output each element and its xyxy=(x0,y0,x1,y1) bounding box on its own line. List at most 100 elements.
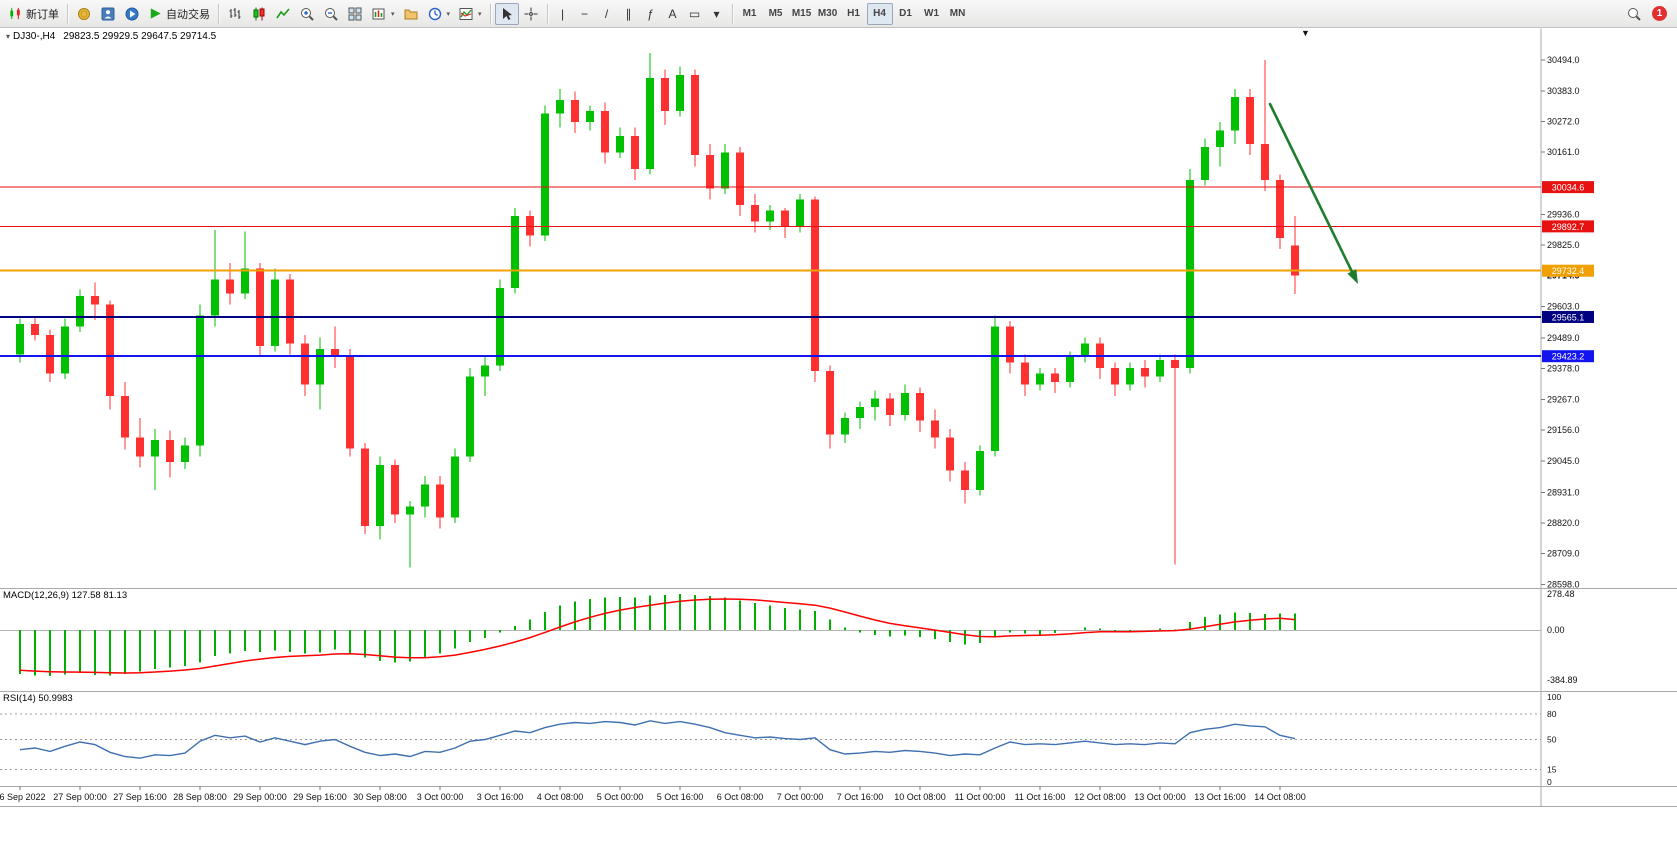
price-axis-label: 29603.0 xyxy=(1547,301,1580,311)
zoom-out-icon xyxy=(325,7,338,21)
time-axis-label: 7 Oct 00:00 xyxy=(777,792,824,802)
arrow-annotation[interactable] xyxy=(1268,102,1358,284)
horizontal-line-tool[interactable]: − xyxy=(574,3,596,25)
chart-menu-arrow[interactable]: ▼ xyxy=(1301,28,1310,38)
time-axis-label: 11 Oct 00:00 xyxy=(955,792,1006,802)
fibonacci-tool[interactable]: ƒ xyxy=(640,3,662,25)
navigator-button[interactable] xyxy=(120,3,144,25)
rsi-scale-label: 50 xyxy=(1547,735,1557,745)
rsi-line xyxy=(19,720,1296,759)
time-axis-label: 26 Sep 2022 xyxy=(0,792,46,802)
timeframe-m1[interactable]: M1 xyxy=(737,3,763,25)
line-chart-button[interactable] xyxy=(271,3,295,25)
timeframe-w1[interactable]: W1 xyxy=(919,3,945,25)
profiles-button[interactable] xyxy=(399,3,423,25)
macd-signal-line xyxy=(19,598,1296,674)
auto-trading-label: 自动交易 xyxy=(166,8,210,21)
price-axis-label: 29825.0 xyxy=(1547,240,1580,250)
indicators-button[interactable]: ▾ xyxy=(454,3,486,25)
price-axis-label: 30494.0 xyxy=(1547,55,1580,65)
macd-scale-label: 0.00 xyxy=(1547,625,1565,635)
toolbar: 新订单 自动交易 xyxy=(0,0,1677,28)
time-axis-label: 13 Oct 00:00 xyxy=(1134,792,1186,802)
dropdown-caret: ▾ xyxy=(446,10,451,18)
candlestick-chart-button[interactable] xyxy=(247,3,271,25)
price-axis-label: 29489.0 xyxy=(1547,333,1580,343)
timeframe-d1[interactable]: D1 xyxy=(893,3,919,25)
time-axis-label: 27 Sep 16:00 xyxy=(113,792,167,802)
time-axis-label: 29 Sep 16:00 xyxy=(293,792,347,802)
zoom-in-button[interactable] xyxy=(295,3,319,25)
text-tool[interactable]: A xyxy=(662,3,684,25)
time-axis-label: 5 Oct 00:00 xyxy=(597,792,644,802)
shapes-tool[interactable]: ▾ xyxy=(706,3,728,25)
macd-scale-label: -384.89 xyxy=(1547,675,1578,685)
crosshair-icon xyxy=(524,7,538,20)
candlestick-series xyxy=(16,52,1299,568)
price-axis-label: 28709.0 xyxy=(1547,549,1580,559)
price-axis-label: 29156.0 xyxy=(1547,425,1580,435)
new-chart-button[interactable]: ▾ xyxy=(367,3,399,25)
search-button[interactable] xyxy=(1622,3,1646,25)
tile-windows-button[interactable] xyxy=(343,3,367,25)
timeframe-group: M1 M5 M15 M30 H1 H4 D1 W1 MN xyxy=(737,2,971,25)
timeframe-mn[interactable]: MN xyxy=(945,3,971,25)
separator xyxy=(546,3,548,24)
candlestick-chart-icon xyxy=(253,7,265,20)
period-button[interactable]: ▾ xyxy=(423,3,455,25)
price-axis-label: 30383.0 xyxy=(1547,86,1580,96)
tile-windows-icon xyxy=(348,7,362,20)
line-chart-icon xyxy=(276,7,290,18)
time-axis[interactable]: 26 Sep 2022 27 Sep 00:00 27 Sep 16:00 28 Se… xyxy=(0,786,1306,802)
price-axis-label: 29936.0 xyxy=(1547,209,1580,219)
ohlc-values: 29823.5 29929.5 29647.5 29714.5 xyxy=(63,31,217,42)
symbol-marker-icon: ▾ xyxy=(6,32,11,41)
data-window-button[interactable] xyxy=(96,3,120,25)
trendline-tool[interactable]: / xyxy=(596,3,618,25)
timeframe-h4[interactable]: H4 xyxy=(866,2,893,25)
hline-annotations[interactable] xyxy=(0,186,1541,358)
timeframe-m5[interactable]: M5 xyxy=(763,3,789,25)
macd-scale-label: 278.48 xyxy=(1547,589,1575,599)
rsi-scale-label: 100 xyxy=(1547,692,1561,702)
time-axis-label: 10 Oct 08:00 xyxy=(894,792,946,802)
clock-icon xyxy=(428,7,441,20)
price-badge-label: 29892.7 xyxy=(1552,222,1585,232)
timeframe-m15[interactable]: M15 xyxy=(789,3,815,25)
rsi-scale-label: 0 xyxy=(1547,777,1552,787)
zoom-out-button[interactable] xyxy=(319,3,343,25)
cursor-tool-button[interactable] xyxy=(494,2,519,25)
bar-chart-button[interactable] xyxy=(223,3,247,25)
channel-tool[interactable]: ∥ xyxy=(618,3,640,25)
separator xyxy=(67,3,68,24)
price-axis-label: 29045.0 xyxy=(1547,456,1580,466)
crosshair-tool-button[interactable] xyxy=(519,3,543,25)
new-chart-icon xyxy=(372,8,385,19)
price-axis-label: 29267.0 xyxy=(1547,394,1580,404)
price-axis[interactable]: 30494.0 30383.0 30272.0 30161.0 29936.0 29825… xyxy=(1541,55,1594,589)
label-tool[interactable]: ▭ xyxy=(684,3,706,25)
auto-trading-button[interactable]: 自动交易 xyxy=(144,3,214,25)
timeframe-m30[interactable]: M30 xyxy=(815,3,841,25)
time-axis-label: 29 Sep 00:00 xyxy=(233,792,287,802)
search-icon xyxy=(1628,7,1641,21)
macd-histogram xyxy=(19,594,1296,677)
price-badge-label: 29423.2 xyxy=(1552,352,1585,362)
cursor-icon xyxy=(502,7,512,20)
folder-icon xyxy=(404,9,418,19)
price-badge xyxy=(1542,220,1594,233)
time-axis-label: 4 Oct 08:00 xyxy=(537,792,584,802)
new-order-icon xyxy=(10,7,20,20)
timeframe-h1[interactable]: H1 xyxy=(841,3,867,25)
time-axis-label: 3 Oct 00:00 xyxy=(417,792,464,802)
price-badge-label: 29565.1 xyxy=(1552,312,1585,322)
dropdown-caret: ▾ xyxy=(391,10,395,18)
macd-indicator-label: MACD(12,26,9) 127.58 81.13 xyxy=(3,590,128,601)
vertical-line-tool[interactable]: | xyxy=(552,3,574,25)
price-axis-label: 30161.0 xyxy=(1547,147,1580,157)
market-watch-button[interactable] xyxy=(72,3,96,25)
new-order-button[interactable]: 新订单 xyxy=(4,3,63,25)
notification-badge[interactable]: 1 xyxy=(1652,6,1667,21)
zoom-in-icon xyxy=(301,7,314,21)
